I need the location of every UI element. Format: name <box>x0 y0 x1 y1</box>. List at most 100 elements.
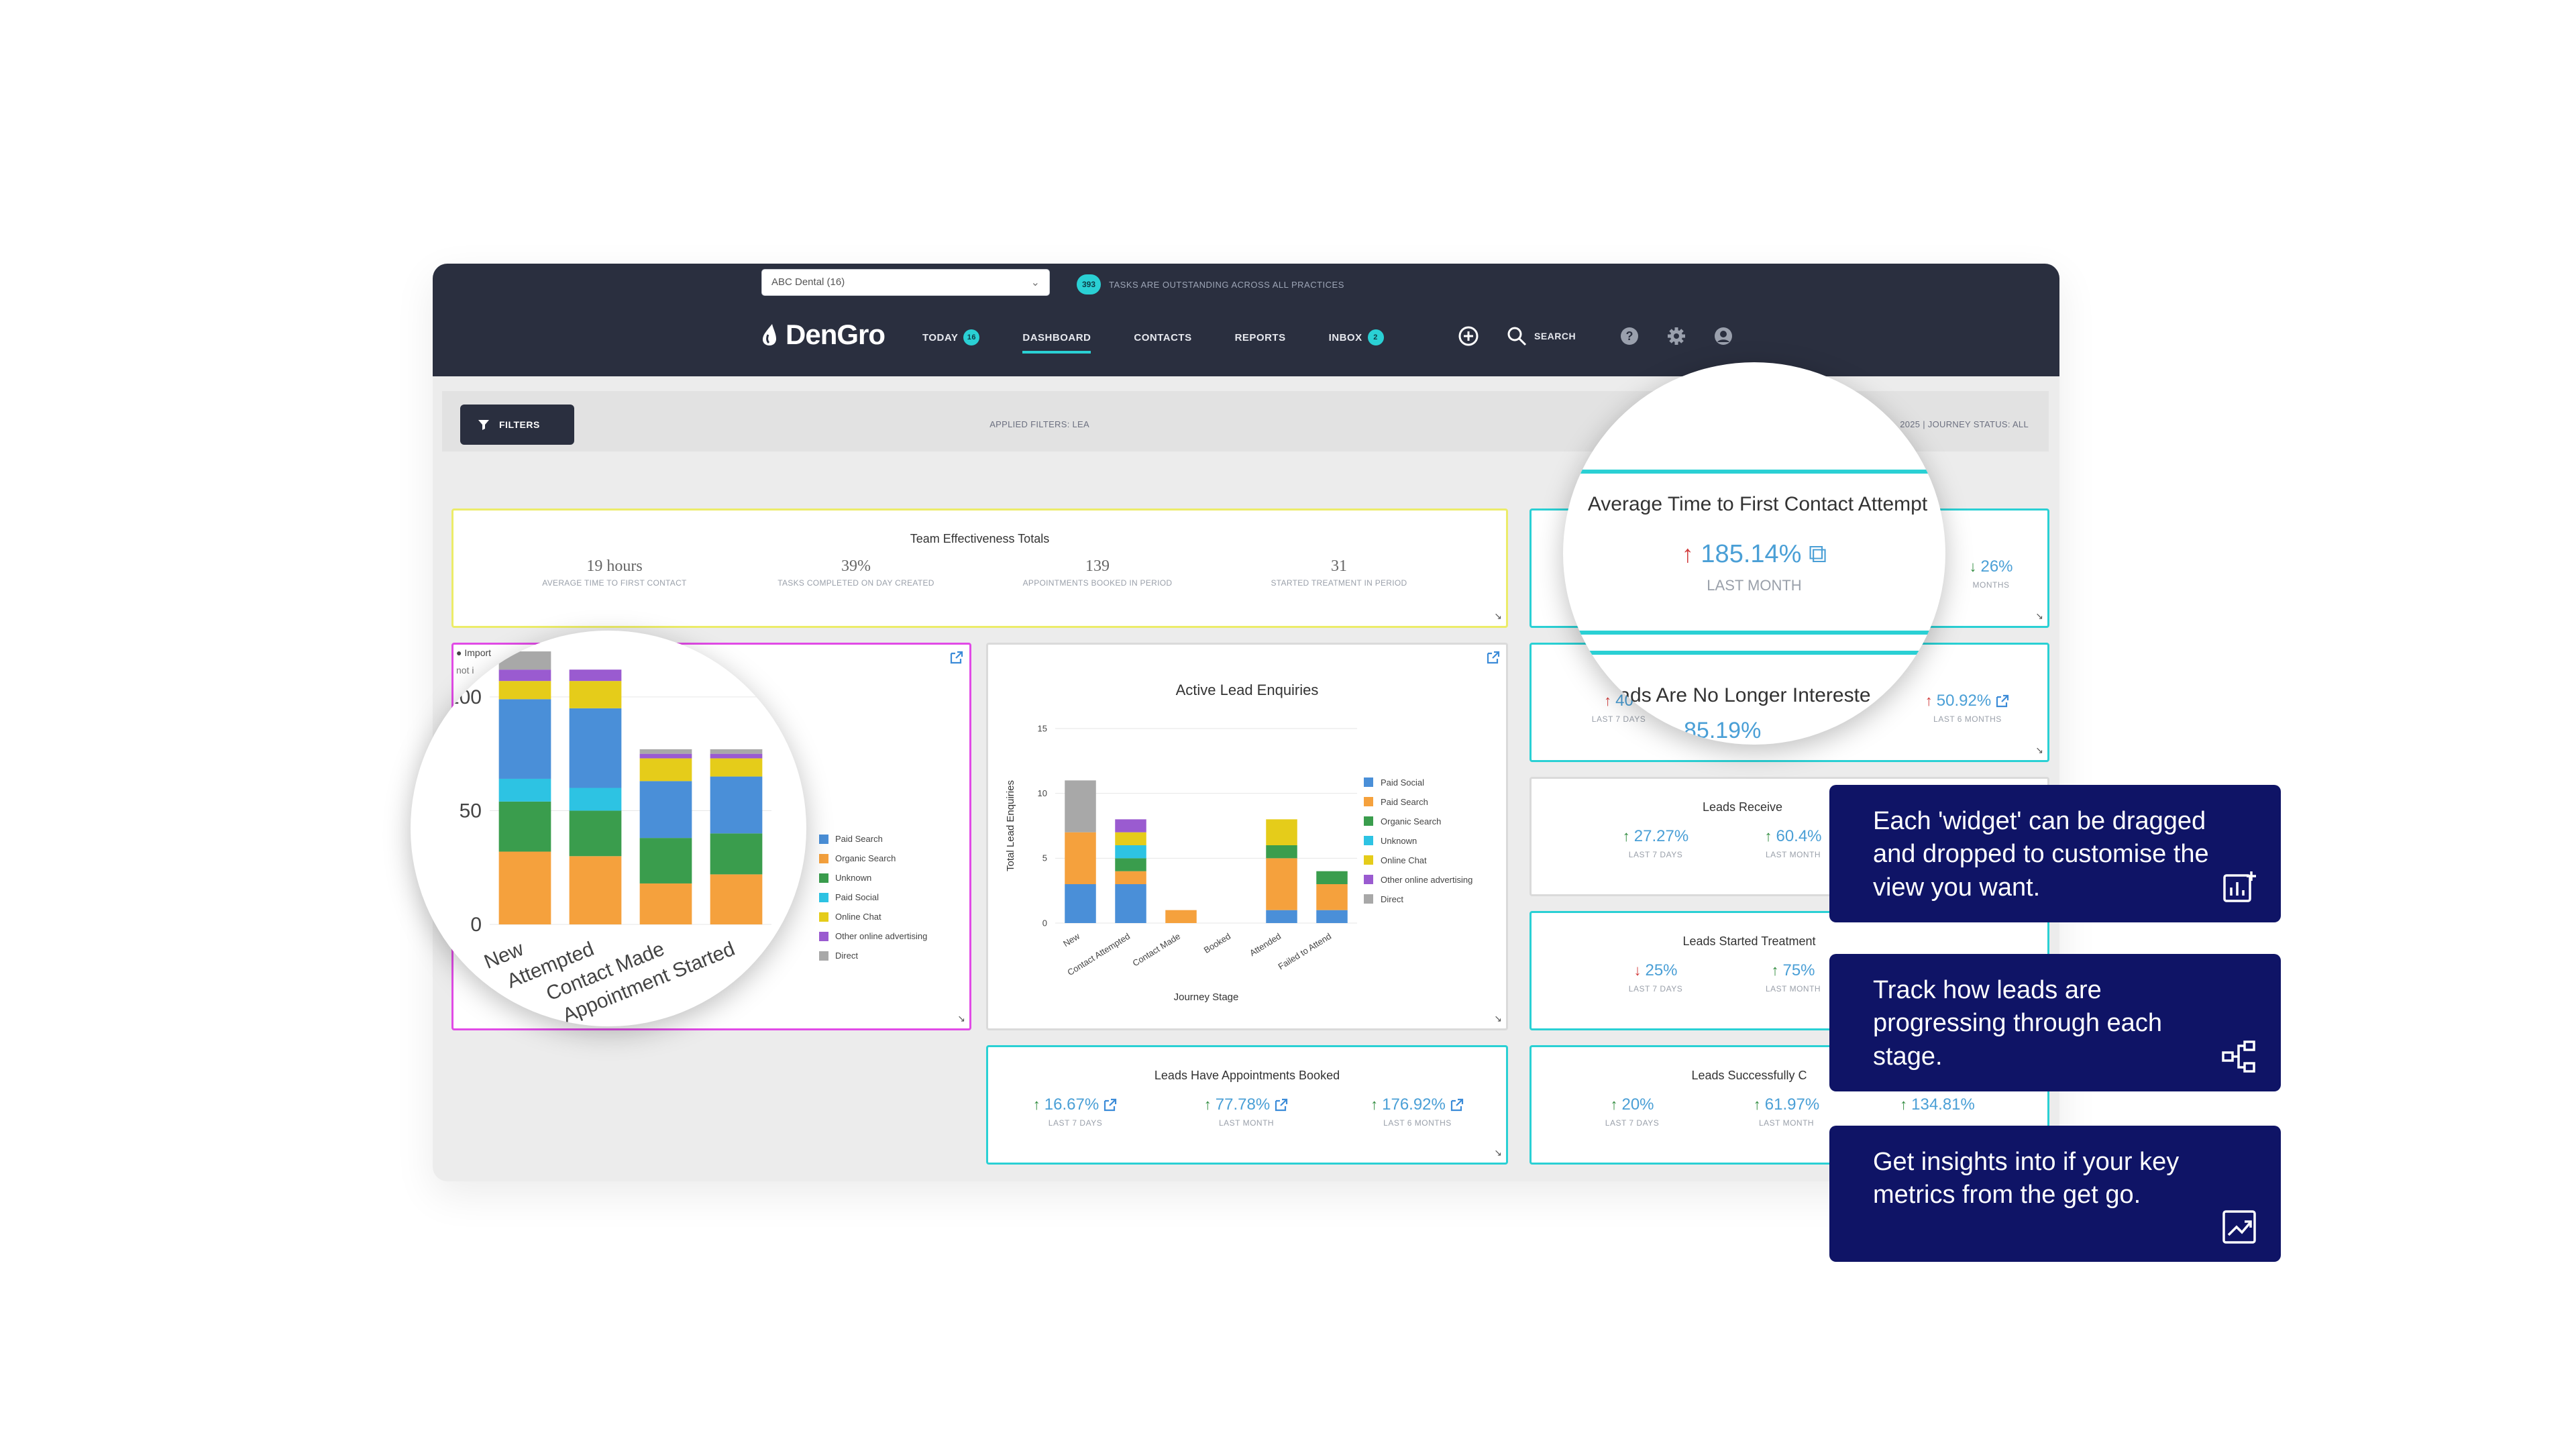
plus-circle-icon <box>1458 326 1479 346</box>
bar-segment <box>1065 832 1096 884</box>
brand-logo[interactable]: DenGro <box>761 319 885 351</box>
legend-label: Organic Search <box>1381 816 1441 826</box>
bar-segment <box>710 776 763 834</box>
x-tick-label: Attended <box>1248 931 1283 958</box>
legend-label: Paid Social <box>1381 777 1424 788</box>
help-button[interactable]: ? <box>1619 325 1640 347</box>
arrow-up-icon: ↑ <box>1604 692 1612 709</box>
bar-segment <box>569 669 622 682</box>
legend-label: Organic Search <box>835 853 896 863</box>
leads-successfully-metric: ↑ 134.81% <box>1874 1095 2001 1114</box>
avg-time-center-label: LAST MONTH <box>1707 577 1802 594</box>
settings-button[interactable] <box>1666 325 1687 347</box>
resize-handle-icon[interactable]: ↘ <box>1494 610 1502 621</box>
y-tick-label: 50 <box>460 800 482 822</box>
top-navigation-bar: ABC Dental (16) ⌄ 393 TASKS ARE OUTSTAND… <box>433 264 2059 376</box>
add-button[interactable] <box>1458 325 1479 347</box>
metric-value: 27.27% <box>1633 827 1689 845</box>
y-tick-label: 10 <box>1038 788 1047 798</box>
magnifier-lead-source-chart: 0 50 100 New Attempted Contact Made Appointmen… <box>411 631 806 1026</box>
search-button[interactable]: SEARCH <box>1506 325 1576 347</box>
bar-segment <box>1115 871 1146 884</box>
bar-segment <box>639 758 692 782</box>
external-link-icon[interactable] <box>1486 650 1501 665</box>
nav-reports[interactable]: REPORTS <box>1235 329 1286 345</box>
legend-entry: Paid Search <box>819 829 927 849</box>
leads-started-title: Leads Started Treatment <box>1682 934 1816 948</box>
tooth-drop-icon <box>763 324 776 345</box>
bar-segment <box>710 749 763 754</box>
bar-segment <box>1316 884 1348 910</box>
practice-select[interactable]: ABC Dental (16) ⌄ <box>761 269 1050 296</box>
x-tick-label: Contact Made <box>1131 931 1183 969</box>
nav-contacts[interactable]: CONTACTS <box>1134 329 1191 345</box>
resize-handle-icon[interactable]: ↘ <box>1494 1147 1502 1158</box>
appointments-booked-widget[interactable]: Leads Have Appointments Booked ↑ 16.67% L… <box>986 1045 1508 1165</box>
arrow-up-icon: ↑ <box>1925 692 1933 709</box>
nav-dashboard[interactable]: DASHBOARD <box>1022 329 1091 354</box>
external-link-icon[interactable] <box>1274 1097 1289 1112</box>
resize-handle-icon[interactable]: ↘ <box>2035 610 2043 621</box>
external-link-icon[interactable] <box>1450 1097 1464 1112</box>
legend-swatch <box>819 873 828 883</box>
resize-handle-icon[interactable]: ↘ <box>1494 1013 1502 1024</box>
external-link-icon[interactable] <box>949 650 964 665</box>
metric-label: MONTHS <box>1972 580 2010 590</box>
bar-segment <box>498 851 551 924</box>
legend-entry: Paid Social <box>819 888 927 907</box>
bar-segment <box>1266 858 1297 910</box>
leads-received-metric: ↑ 27.27% LAST 7 DAYS <box>1595 827 1716 859</box>
resize-handle-icon[interactable]: ↘ <box>957 1013 965 1024</box>
filters-button-label: FILTERS <box>499 419 540 430</box>
x-tick-label: New <box>1061 931 1082 949</box>
search-label: SEARCH <box>1534 331 1576 341</box>
team-metric-label: STARTED TREATMENT IN PERIOD <box>1271 578 1407 588</box>
metric-label: LAST 7 DAYS <box>1628 850 1683 859</box>
nav-inbox[interactable]: INBOX 2 <box>1329 329 1384 345</box>
filters-button[interactable]: FILTERS <box>460 405 574 445</box>
tasks-count-badge: 393 <box>1077 274 1101 294</box>
legend-entry: Other online advertising <box>819 926 927 946</box>
bar-segment <box>1115 858 1146 871</box>
bar-segment <box>1115 819 1146 833</box>
metric-label: LAST MONTH <box>1758 1118 1815 1128</box>
bar-segment <box>569 681 622 708</box>
leads-started-metric: ↑ 75% LAST MONTH <box>1733 961 1854 994</box>
bar-segment <box>498 669 551 682</box>
active-lead-enquiries-widget[interactable]: Active Lead Enquiries 0 5 10 15 New Contact At… <box>986 643 1508 1030</box>
outstanding-tasks-notice[interactable]: 393 TASKS ARE OUTSTANDING ACROSS ALL PRA… <box>1077 274 1344 294</box>
bar-segment <box>1266 819 1297 845</box>
bar-segment <box>498 699 551 779</box>
external-link-icon[interactable]: ⧉ <box>1809 540 1827 568</box>
bar-segment <box>1065 780 1096 833</box>
resize-handle-icon[interactable]: ↘ <box>2035 745 2043 755</box>
applied-filters-right: 2025 | JOURNEY STATUS: ALL <box>1900 419 2029 429</box>
legend-entry: Online Chat <box>819 907 927 926</box>
external-link-icon[interactable] <box>1103 1097 1118 1112</box>
team-metric-value: 19 hours <box>586 557 643 575</box>
legend-swatch <box>1364 816 1373 826</box>
bar-segment <box>1266 910 1297 923</box>
team-metric: 31 STARTED TREATMENT IN PERIOD <box>1232 557 1446 588</box>
nav-reports-label: REPORTS <box>1234 331 1286 343</box>
magnified-card-border-top <box>1563 470 1945 474</box>
nav-inbox-label: INBOX <box>1328 331 1362 343</box>
y-axis-label: Total Lead Enquiries <box>1005 780 1016 871</box>
leads-received-title: Leads Receive <box>1702 800 1783 814</box>
external-link-icon[interactable] <box>1995 694 2010 708</box>
metric-value: 25% <box>1645 961 1678 979</box>
team-effectiveness-widget[interactable]: Team Effectiveness Totals 19 hours AVERA… <box>451 508 1508 628</box>
legend-label: Unknown <box>835 873 872 883</box>
bar-segment <box>710 758 763 777</box>
bar-segment <box>710 874 763 924</box>
appointments-metric: ↑ 16.67% LAST 7 DAYS <box>1015 1095 1136 1128</box>
brand-name: DenGro <box>786 319 885 350</box>
legend-label: Other online advertising <box>1381 875 1472 885</box>
chart-add-icon <box>2223 871 2256 902</box>
team-metric: 139 APPOINTMENTS BOOKED IN PERIOD <box>990 557 1205 588</box>
account-button[interactable] <box>1713 325 1734 347</box>
arrow-up-icon: ↑ <box>1371 1096 1379 1113</box>
nav-today[interactable]: TODAY 16 <box>922 329 980 345</box>
